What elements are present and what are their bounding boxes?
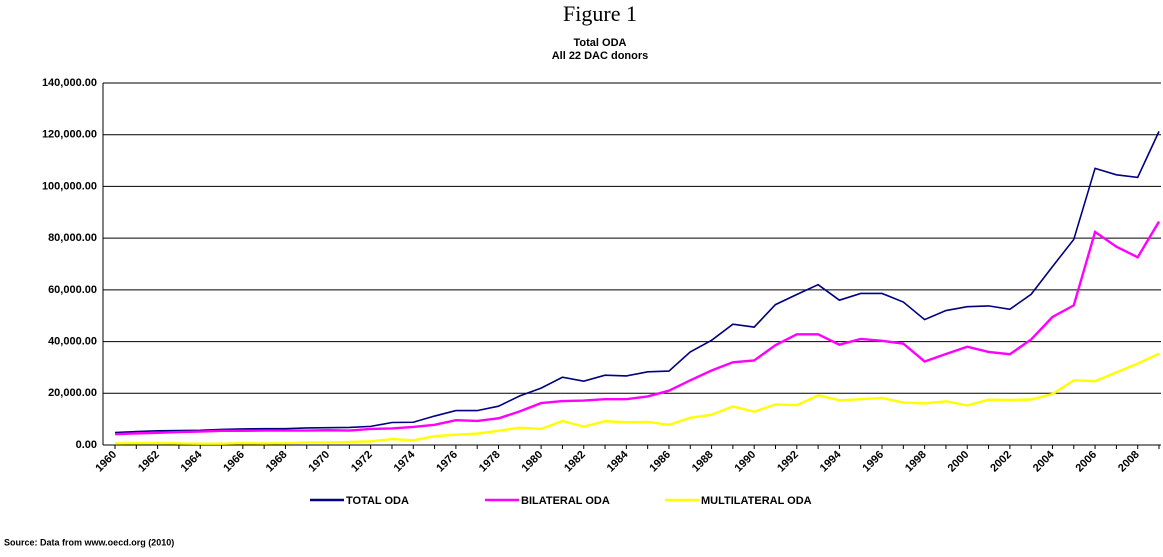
series-line [114,220,1161,436]
series-line [114,131,1160,434]
y-tick-label: 40,000.00 [48,335,97,347]
y-tick-label: 0.00 [76,439,97,451]
x-tick-label: 1960 [93,449,119,475]
x-tick-label: 1996 [860,449,886,475]
y-tick-label: 60,000.00 [48,284,97,296]
x-tick-label: 1970 [306,449,332,475]
x-tick-label: 2002 [988,449,1014,475]
x-tick-label: 2006 [1073,449,1099,475]
x-tick-label: 1986 [647,449,673,475]
legend-label: MULTILATERAL ODA [701,495,812,507]
x-tick-label: 1994 [818,448,844,474]
x-tick-label: 1992 [775,449,801,475]
series-line [114,352,1160,445]
x-tick-label: 2004 [1031,448,1057,474]
x-tick-label: 1982 [562,449,588,475]
source-note: Source: Data from www.oecd.org (2010) [4,537,174,547]
chart-title: Total ODA [574,37,627,49]
y-tick-label: 20,000.00 [48,387,97,399]
x-tick-label: 1980 [520,449,546,475]
x-tick-label: 1962 [136,449,162,475]
x-tick-label: 2008 [1116,449,1142,475]
x-tick-label: 1972 [349,449,375,475]
y-tick-label: 140,000.00 [42,77,97,89]
x-tick-label: 1976 [434,449,460,475]
x-tick-label: 1990 [733,449,759,475]
x-tick-label: 1974 [392,448,418,474]
y-tick-label: 80,000.00 [48,232,97,244]
legend-label: BILATERAL ODA [521,495,610,507]
x-tick-label: 1988 [690,449,716,475]
page-title: Figure 1 [563,1,637,26]
y-tick-label: 100,000.00 [42,180,97,192]
y-tick-label: 120,000.00 [42,129,97,141]
x-tick-label: 1984 [605,448,631,474]
chart-subtitle: All 22 DAC donors [552,50,649,62]
legend-label: TOTAL ODA [346,495,409,507]
x-tick-label: 1964 [179,448,205,474]
x-tick-label: 1978 [477,449,503,475]
x-tick-label: 1998 [903,449,929,475]
x-tick-label: 2000 [946,449,972,475]
x-tick-label: 1968 [264,449,290,475]
x-tick-label: 1966 [221,449,247,475]
